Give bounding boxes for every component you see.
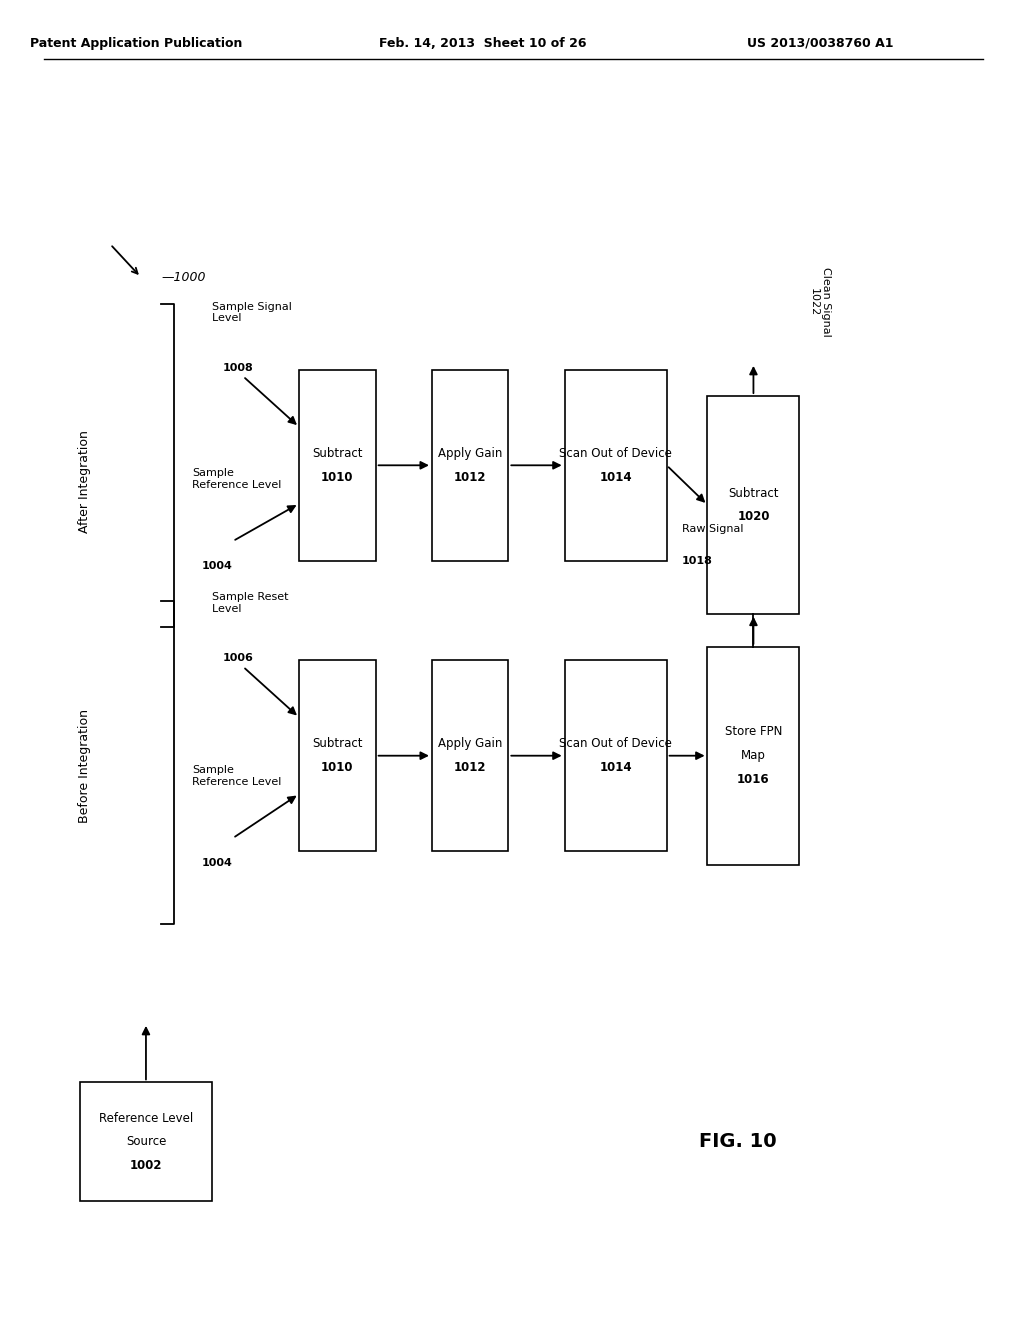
Text: 1016: 1016 bbox=[737, 774, 770, 785]
Text: FIG. 10: FIG. 10 bbox=[699, 1133, 777, 1151]
Text: 1006: 1006 bbox=[222, 653, 253, 664]
Text: Scan Out of Device: Scan Out of Device bbox=[559, 447, 672, 459]
Text: After Integration: After Integration bbox=[78, 430, 91, 533]
Bar bbox=[708, 396, 800, 614]
Text: Store FPN: Store FPN bbox=[725, 726, 782, 738]
Text: Subtract: Subtract bbox=[728, 487, 778, 499]
Text: 1014: 1014 bbox=[599, 762, 632, 774]
Text: Patent Application Publication: Patent Application Publication bbox=[30, 37, 242, 50]
Text: 1004: 1004 bbox=[202, 858, 233, 869]
Bar bbox=[708, 647, 800, 865]
Text: 1010: 1010 bbox=[322, 762, 353, 774]
Bar bbox=[80, 1082, 212, 1201]
Text: 1008: 1008 bbox=[222, 363, 253, 374]
Text: Sample Reset
Level: Sample Reset Level bbox=[212, 593, 289, 614]
Text: Reference Level: Reference Level bbox=[99, 1111, 194, 1125]
Text: Source: Source bbox=[126, 1135, 166, 1148]
Text: 1014: 1014 bbox=[599, 471, 632, 483]
Bar bbox=[299, 370, 376, 561]
Text: Feb. 14, 2013  Sheet 10 of 26: Feb. 14, 2013 Sheet 10 of 26 bbox=[379, 37, 587, 50]
Bar bbox=[564, 660, 667, 851]
Text: Apply Gain: Apply Gain bbox=[438, 738, 503, 750]
Text: 1010: 1010 bbox=[322, 471, 353, 483]
Text: Subtract: Subtract bbox=[312, 447, 362, 459]
Text: Scan Out of Device: Scan Out of Device bbox=[559, 738, 672, 750]
Text: Sample
Reference Level: Sample Reference Level bbox=[191, 766, 282, 799]
Text: 1018: 1018 bbox=[682, 556, 713, 566]
Text: Clean Signal
1022: Clean Signal 1022 bbox=[809, 267, 830, 337]
Text: 1004: 1004 bbox=[202, 561, 233, 572]
Text: Sample
Reference Level: Sample Reference Level bbox=[191, 469, 282, 502]
Text: —1000: —1000 bbox=[161, 271, 206, 284]
Text: 1002: 1002 bbox=[130, 1159, 162, 1172]
Text: Map: Map bbox=[741, 750, 766, 762]
Bar bbox=[564, 370, 667, 561]
Text: Apply Gain: Apply Gain bbox=[438, 447, 503, 459]
Bar bbox=[299, 660, 376, 851]
Text: Subtract: Subtract bbox=[312, 738, 362, 750]
Bar bbox=[432, 370, 508, 561]
Text: 1012: 1012 bbox=[454, 762, 486, 774]
Text: Sample Signal
Level: Sample Signal Level bbox=[212, 302, 292, 323]
Text: US 2013/0038760 A1: US 2013/0038760 A1 bbox=[746, 37, 893, 50]
Text: Raw Signal: Raw Signal bbox=[682, 524, 743, 545]
Text: Before Integration: Before Integration bbox=[78, 709, 91, 822]
Text: 1020: 1020 bbox=[737, 511, 770, 523]
Bar bbox=[432, 660, 508, 851]
Text: 1012: 1012 bbox=[454, 471, 486, 483]
